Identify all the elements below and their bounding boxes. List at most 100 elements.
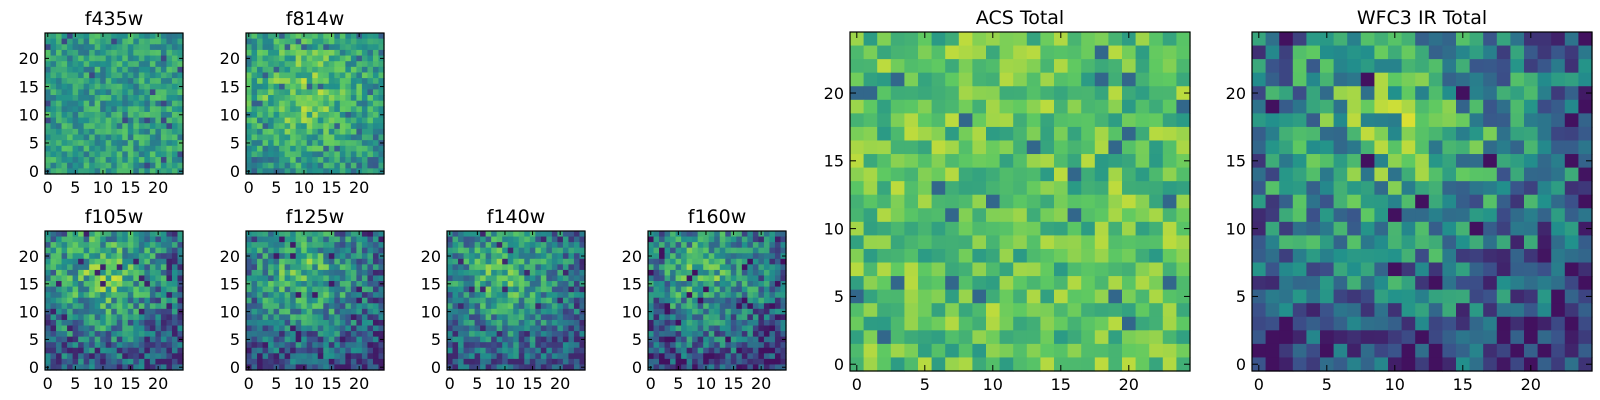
heatmap-cell [513,281,520,288]
heatmap-cell [116,242,123,249]
heatmap-cell [246,145,253,153]
heatmap-cell [1054,357,1069,372]
heatmap-cell [284,134,291,141]
heatmap-cell [491,292,498,299]
heatmap-cell [312,140,319,147]
heatmap-cell [116,55,123,62]
heatmap-cell [290,145,297,153]
heatmap-cell [1176,99,1191,114]
heatmap-cell [105,331,112,338]
heatmap-cell [356,253,363,260]
heatmap-cell [144,134,151,141]
heatmap-cell [72,269,79,277]
heatmap-cell [725,308,732,315]
heatmap-cell [56,303,63,310]
heatmap-cell [573,247,581,254]
heatmap-cell [328,72,335,79]
heatmap-cell [111,111,118,119]
heatmap-cell [1333,167,1348,182]
heatmap-cell [290,151,297,158]
y-tick-label: 0 [632,358,642,377]
heatmap-cell [138,162,145,169]
heatmap-cell [72,347,79,354]
heatmap-cell [100,106,107,113]
heatmap-cell [312,264,319,271]
heatmap-cell [1306,235,1321,250]
heatmap-cell [273,44,280,51]
heatmap-cell [1564,140,1579,155]
heatmap-cell [83,61,90,68]
heatmap-cell [56,269,63,277]
heatmap-cell [463,236,470,243]
heatmap-cell [50,128,57,136]
heatmap-cell [345,38,352,45]
heatmap-cell [1067,316,1082,331]
heatmap-cell [1081,208,1096,223]
heatmap-cell [171,61,179,68]
heatmap-cell [89,134,96,141]
heatmap-cell [502,242,509,249]
heatmap-cell [1333,113,1348,128]
heatmap-cell [1292,113,1307,128]
heatmap-cell [1081,181,1096,196]
heatmap-cell [317,358,324,366]
heatmap-cell [1149,194,1164,209]
heatmap-cell [367,253,374,260]
heatmap-cell [94,44,101,51]
heatmap-cell [653,319,660,327]
heatmap-cell [535,314,542,321]
heatmap-cell [67,292,74,299]
heatmap-cell [155,72,162,79]
heatmap-cell [474,286,481,293]
heatmap-cell [251,247,258,254]
heatmap-cell [323,358,330,366]
heatmap-cell [648,347,655,354]
heatmap-cell [257,325,264,332]
heatmap-cell [1149,72,1164,87]
heatmap-cell [312,33,319,40]
heatmap-cell [774,275,782,282]
heatmap-cell [111,236,118,243]
heatmap-cell [686,286,693,293]
heatmap-cell [155,347,162,354]
heatmap-cell [295,331,302,338]
heatmap-cell [863,86,878,101]
heatmap-cell [1578,126,1593,142]
heatmap-cell [1162,167,1177,182]
heatmap-cell [317,236,324,243]
heatmap-cell [122,297,129,304]
heatmap-cell [1279,99,1294,114]
heatmap-cell [166,314,173,321]
heatmap-cell [61,269,68,277]
heatmap-cell [89,128,96,136]
heatmap-cell [312,297,319,304]
heatmap-cell [1456,154,1471,169]
heatmap-cell [50,151,57,158]
heatmap-cell [708,325,715,332]
heatmap-cell [149,253,156,260]
heatmap-cell [1347,154,1362,169]
heatmap-cell [350,269,357,277]
heatmap-cell [356,140,363,147]
heatmap-cell [268,145,275,153]
heatmap-cell [56,162,63,169]
panel-title: f125w [286,206,345,228]
heatmap-cell [469,253,476,260]
heatmap-cell [752,347,759,354]
heatmap-cell [334,253,341,260]
heatmap-cell [1135,59,1150,74]
heatmap-cell [551,342,558,349]
heatmap-cell [345,44,352,51]
heatmap-cell [262,61,269,68]
heatmap-cell [458,308,465,315]
heatmap-cell [56,78,63,85]
heatmap-cell [111,89,118,96]
heatmap-cell [122,95,129,102]
heatmap-cell [67,253,74,260]
heatmap-cell [513,264,520,271]
heatmap-cell [50,364,57,371]
heatmap-cell [246,61,253,68]
heatmap-cell [1122,357,1137,372]
heatmap-cell [257,83,264,90]
heatmap-cell [562,325,570,332]
